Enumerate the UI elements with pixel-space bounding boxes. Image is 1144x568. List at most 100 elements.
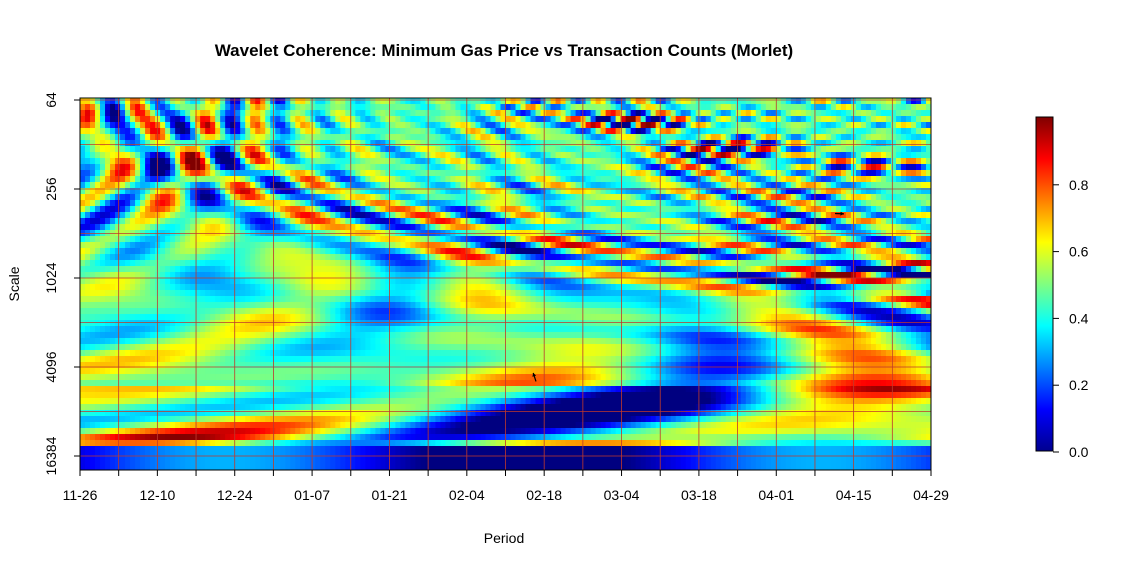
heatmap-cell	[615, 218, 622, 225]
heatmap-cell	[115, 260, 121, 267]
heatmap-cell	[830, 170, 837, 177]
heatmap-cell	[680, 170, 687, 177]
heatmap-cell	[130, 110, 136, 117]
heatmap-cell	[600, 146, 607, 153]
heatmap-cell	[890, 134, 897, 141]
heatmap-cell	[815, 248, 822, 255]
heatmap-cell	[155, 110, 161, 117]
heatmap-cell	[560, 182, 567, 189]
heatmap-cell	[575, 116, 582, 123]
heatmap-cell	[405, 140, 411, 147]
heatmap-cell	[730, 206, 737, 213]
heatmap-cell	[720, 110, 727, 117]
heatmap-cell	[445, 182, 452, 189]
heatmap-cell	[170, 266, 176, 273]
heatmap-cell	[705, 158, 712, 165]
heatmap-cell	[745, 236, 752, 243]
heatmap-cell	[90, 260, 96, 267]
heatmap-cell	[835, 236, 842, 243]
heatmap-cell	[840, 242, 847, 249]
heatmap-cell	[860, 170, 867, 177]
heatmap-cell	[615, 116, 622, 123]
heatmap-cell	[325, 140, 331, 147]
heatmap-cell	[115, 98, 121, 105]
heatmap-cell	[150, 98, 156, 105]
heatmap-cell	[575, 164, 582, 171]
heatmap-cell	[630, 116, 637, 123]
heatmap-cell	[660, 206, 667, 213]
heatmap-cell	[895, 164, 902, 171]
heatmap-cell	[920, 98, 927, 105]
heatmap-cell	[900, 212, 907, 219]
heatmap-cell	[215, 128, 221, 135]
heatmap-cell	[800, 200, 807, 207]
heatmap-cell	[415, 158, 421, 165]
heatmap-cell	[865, 122, 872, 129]
heatmap-cell	[225, 122, 231, 129]
heatmap-cell	[620, 140, 627, 147]
heatmap-cell	[885, 260, 892, 267]
heatmap-cell	[390, 110, 396, 117]
heatmap-cell	[85, 200, 91, 207]
heatmap-cell	[155, 134, 161, 141]
heatmap-cell	[100, 170, 106, 177]
heatmap-cell	[760, 236, 767, 243]
heatmap-cell	[520, 266, 527, 273]
heatmap-cell	[665, 248, 672, 255]
heatmap-cell	[255, 140, 261, 147]
heatmap-cell	[240, 158, 246, 165]
heatmap-cell	[785, 212, 792, 219]
heatmap-cell	[395, 110, 401, 117]
heatmap-cell	[520, 128, 527, 135]
heatmap-cell	[330, 236, 336, 243]
heatmap-cell	[395, 236, 401, 243]
heatmap-cell	[405, 200, 411, 207]
heatmap-cell	[535, 134, 542, 141]
heatmap-cell	[715, 152, 722, 159]
heatmap-cell	[410, 104, 416, 111]
heatmap-cell	[920, 224, 927, 231]
heatmap-cell	[375, 116, 381, 123]
heatmap-cell	[550, 152, 557, 159]
heatmap-cell	[780, 176, 787, 183]
heatmap-cell	[375, 188, 381, 195]
heatmap-cell	[410, 194, 416, 201]
heatmap-cell	[355, 134, 361, 141]
heatmap-cell	[100, 176, 106, 183]
heatmap-cell	[395, 122, 401, 129]
heatmap-cell	[775, 122, 782, 129]
heatmap-cell	[870, 200, 877, 207]
heatmap-cell	[610, 260, 617, 267]
heatmap-cell	[605, 260, 612, 267]
heatmap-cell	[465, 200, 472, 207]
heatmap-cell	[735, 164, 742, 171]
heatmap-cell	[920, 170, 927, 177]
heatmap-cell	[900, 242, 907, 249]
heatmap-cell	[510, 260, 517, 267]
heatmap-cell	[205, 236, 211, 243]
heatmap-cell	[610, 254, 617, 261]
heatmap-cell	[890, 146, 897, 153]
heatmap-cell	[725, 236, 732, 243]
heatmap-cell	[675, 104, 682, 111]
heatmap-cell	[385, 206, 391, 213]
heatmap-cell	[780, 146, 787, 153]
heatmap-cell	[485, 158, 492, 165]
heatmap-cell	[865, 188, 872, 195]
heatmap-cell	[205, 176, 211, 183]
heatmap-cell	[450, 206, 457, 213]
heatmap-cell	[880, 152, 887, 159]
heatmap-cell	[515, 236, 522, 243]
heatmap-cell	[265, 122, 271, 129]
heatmap-cell	[460, 140, 467, 147]
heatmap-cell	[705, 218, 712, 225]
heatmap-cell	[470, 218, 477, 225]
heatmap-cell	[195, 242, 201, 249]
heatmap-cell	[350, 176, 356, 183]
heatmap-cell	[650, 194, 657, 201]
heatmap-cell	[815, 212, 822, 219]
heatmap-cell	[740, 254, 747, 261]
heatmap-cell	[920, 266, 927, 273]
heatmap-cell	[785, 140, 792, 147]
heatmap-cell	[225, 200, 231, 207]
